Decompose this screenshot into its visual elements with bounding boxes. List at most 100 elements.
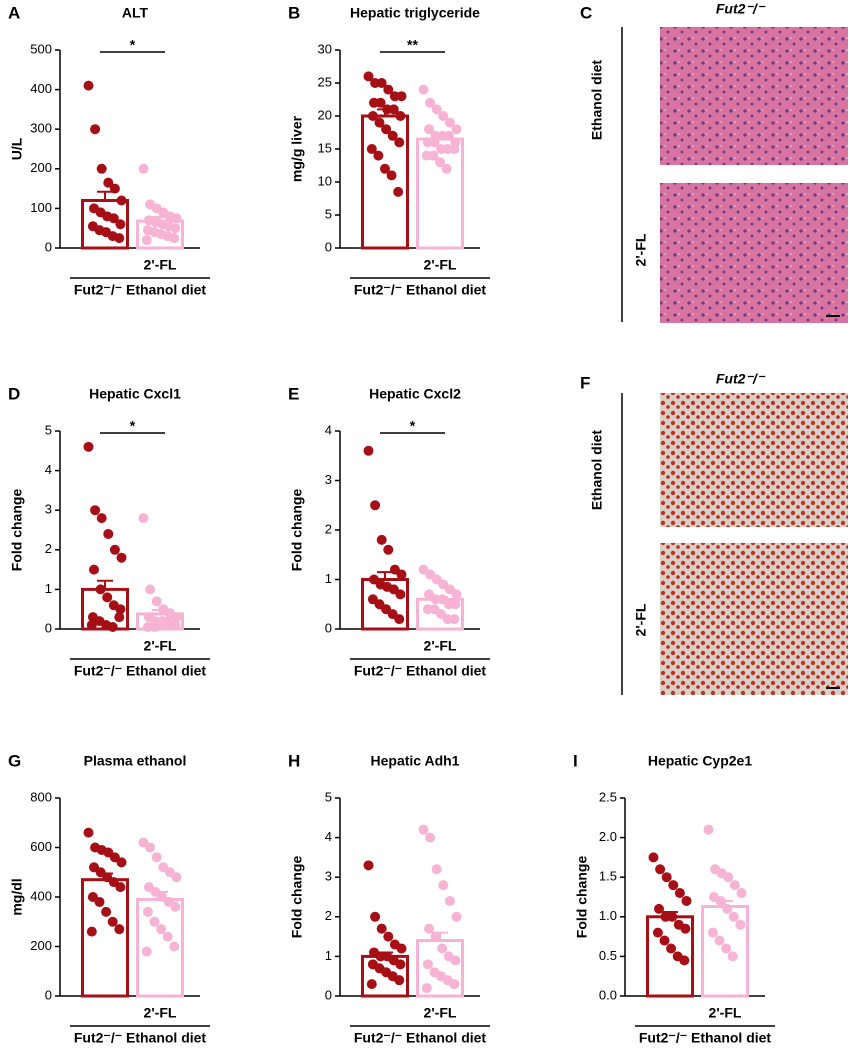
group-label: Fut2⁻/⁻ Ethanol diet <box>74 1030 207 1046</box>
panel-letter: G <box>8 751 21 770</box>
y-tick-label: 0 <box>45 239 52 254</box>
data-point <box>170 901 181 912</box>
data-point <box>162 931 173 942</box>
data-point <box>393 186 404 197</box>
data-point <box>116 195 127 206</box>
data-point <box>449 614 460 625</box>
data-point <box>149 916 160 927</box>
chart-title: Plasma ethanol <box>84 753 187 769</box>
y-axis-label: mg/dl <box>9 878 25 915</box>
data-point <box>659 935 670 946</box>
y-tick-label: 1 <box>325 948 332 963</box>
data-point <box>363 445 374 456</box>
y-axis-label: Fold change <box>289 489 305 572</box>
panel-c: C Fut2⁻/⁻ Ethanol diet 2'-FL <box>580 1 848 323</box>
y-tick-label: 400 <box>30 81 52 96</box>
data-point <box>449 144 460 154</box>
y-tick-label: 4 <box>325 829 332 844</box>
data-point <box>142 906 153 917</box>
data-point <box>380 163 390 174</box>
panel-letter: F <box>580 373 590 392</box>
data-point <box>451 124 462 135</box>
y-tick-label: 800 <box>30 789 52 804</box>
y-tick-label: 200 <box>30 938 52 953</box>
chart-title: Hepatic triglyceride <box>350 5 480 21</box>
y-tick-label: 300 <box>30 121 52 136</box>
data-point <box>366 979 377 990</box>
error-bar <box>152 608 168 614</box>
data-point <box>723 872 734 883</box>
data-point <box>396 943 407 954</box>
data-point <box>151 596 162 607</box>
x-tick-label: 2'-FL <box>144 638 177 654</box>
data-point <box>171 213 182 224</box>
row-label: Ethanol diet <box>589 60 605 140</box>
y-tick-label: 2 <box>325 521 332 536</box>
y-tick-label: 5 <box>45 422 52 437</box>
data-point <box>418 84 429 95</box>
error-bar <box>432 931 448 941</box>
panel-letter: C <box>580 3 592 22</box>
data-point <box>103 528 114 539</box>
data-point <box>721 943 732 954</box>
data-point <box>418 824 429 835</box>
significance: ** <box>407 37 418 53</box>
chart-title: Hepatic Cyp2e1 <box>648 753 752 769</box>
data-point <box>108 213 119 224</box>
group-label: Fut2⁻/⁻ Ethanol diet <box>354 282 487 298</box>
panel-letter: H <box>288 751 300 770</box>
data-point <box>107 916 118 927</box>
data-point <box>681 895 692 906</box>
y-tick-label: 0 <box>45 987 52 1002</box>
chart-title: ALT <box>122 5 149 21</box>
y-tick-label: 4 <box>325 422 332 437</box>
y-tick-label: 5 <box>325 206 332 221</box>
error-bar <box>377 951 393 957</box>
data-point <box>138 513 149 524</box>
y-tick-label: 0.0 <box>599 987 617 1002</box>
y-tick-label: 1 <box>325 571 332 586</box>
data-point <box>116 552 127 563</box>
data-point <box>395 111 406 121</box>
data-point <box>424 923 434 934</box>
row-label: 2'-FL <box>633 233 649 266</box>
data-point <box>107 622 118 633</box>
data-point <box>394 614 405 625</box>
y-axis-label: Fold change <box>289 856 305 939</box>
data-point <box>116 857 127 868</box>
y-tick-label: 3 <box>325 472 332 487</box>
y-axis-label: mg/g liver <box>289 115 305 182</box>
error-bar <box>432 595 448 600</box>
y-tick-label: 0 <box>325 620 332 635</box>
data-point <box>396 91 407 102</box>
data-point <box>425 97 436 108</box>
data-point <box>169 233 180 244</box>
data-point <box>170 620 181 631</box>
data-point <box>395 959 406 970</box>
data-point <box>666 943 677 954</box>
data-point <box>654 903 664 914</box>
data-point <box>90 505 101 516</box>
y-tick-label: 5 <box>325 789 332 804</box>
data-point <box>449 979 460 990</box>
panel-letter: B <box>288 3 300 22</box>
panel-letter: D <box>8 384 20 403</box>
data-point <box>171 612 182 623</box>
data-point <box>138 163 149 174</box>
y-axis-label: Fold change <box>9 489 25 572</box>
y-tick-label: 2 <box>325 908 332 923</box>
error-bar <box>152 891 168 900</box>
y-tick-label: 100 <box>30 200 52 215</box>
data-point <box>90 124 101 135</box>
data-point <box>109 544 120 555</box>
error-bar <box>377 571 393 580</box>
y-tick-label: 2.5 <box>599 789 617 804</box>
data-point <box>431 864 442 875</box>
data-point <box>394 975 405 986</box>
data-point <box>95 584 106 595</box>
data-point <box>370 911 381 922</box>
data-point <box>156 924 167 935</box>
data-point <box>102 592 113 603</box>
group-label: Fut2⁻/⁻ Ethanol diet <box>354 1030 487 1046</box>
row-label: 2'-FL <box>633 603 649 636</box>
